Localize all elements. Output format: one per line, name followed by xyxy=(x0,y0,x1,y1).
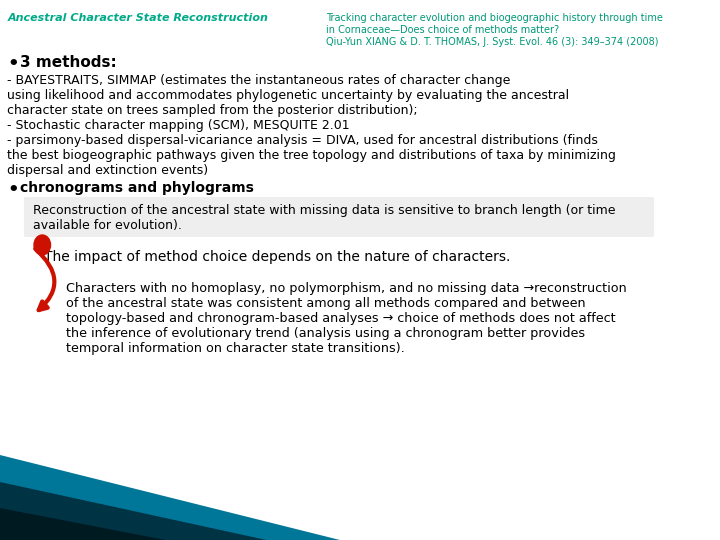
Text: topology-based and chronogram-based analyses → choice of methods does not affect: topology-based and chronogram-based anal… xyxy=(66,312,616,325)
Text: of the ancestral state was consistent among all methods compared and between: of the ancestral state was consistent am… xyxy=(66,297,586,310)
Polygon shape xyxy=(0,482,266,540)
Text: 3 methods:: 3 methods: xyxy=(20,55,117,70)
Text: Tracking character evolution and biogeographic history through time: Tracking character evolution and biogeog… xyxy=(326,13,663,23)
Text: using likelihood and accommodates phylogenetic uncertainty by evaluating the anc: using likelihood and accommodates phylog… xyxy=(7,89,570,102)
Text: temporal information on character state transitions).: temporal information on character state … xyxy=(66,342,405,355)
FancyBboxPatch shape xyxy=(24,197,654,237)
Text: character state on trees sampled from the posterior distribution);: character state on trees sampled from th… xyxy=(7,104,418,117)
Text: available for evolution).: available for evolution). xyxy=(33,219,182,232)
Text: Qiu-Yun XIANG & D. T. THOMAS, J. Syst. Evol. 46 (3): 349–374 (2008): Qiu-Yun XIANG & D. T. THOMAS, J. Syst. E… xyxy=(326,37,659,47)
Text: Reconstruction of the ancestral state with missing data is sensitive to branch l: Reconstruction of the ancestral state wi… xyxy=(33,204,616,217)
Text: the best biogeographic pathways given the tree topology and distributions of tax: the best biogeographic pathways given th… xyxy=(7,149,616,162)
Polygon shape xyxy=(0,455,340,540)
Text: chronograms and phylograms: chronograms and phylograms xyxy=(20,181,254,195)
Text: Ancestral Character State Reconstruction: Ancestral Character State Reconstruction xyxy=(7,13,269,23)
Text: - BAYESTRAITS, SIMMAP (estimates the instantaneous rates of character change: - BAYESTRAITS, SIMMAP (estimates the ins… xyxy=(7,74,510,87)
Text: •: • xyxy=(7,55,19,73)
Text: dispersal and extinction events): dispersal and extinction events) xyxy=(7,164,209,177)
Text: - parsimony-based dispersal-vicariance analysis = DIVA, used for ancestral distr: - parsimony-based dispersal-vicariance a… xyxy=(7,134,598,147)
Text: the inference of evolutionary trend (analysis using a chronogram better provides: the inference of evolutionary trend (ana… xyxy=(66,327,585,340)
Text: •: • xyxy=(7,181,19,199)
Ellipse shape xyxy=(34,235,50,255)
Polygon shape xyxy=(0,508,166,540)
Text: in Cornaceae—Does choice of methods matter?: in Cornaceae—Does choice of methods matt… xyxy=(326,25,559,35)
Text: - Stochastic character mapping (SCM), MESQUITE 2.01: - Stochastic character mapping (SCM), ME… xyxy=(7,119,350,132)
Text: Characters with no homoplasy, no polymorphism, and no missing data →reconstructi: Characters with no homoplasy, no polymor… xyxy=(66,282,627,295)
Text: The impact of method choice depends on the nature of characters.: The impact of method choice depends on t… xyxy=(44,250,510,264)
